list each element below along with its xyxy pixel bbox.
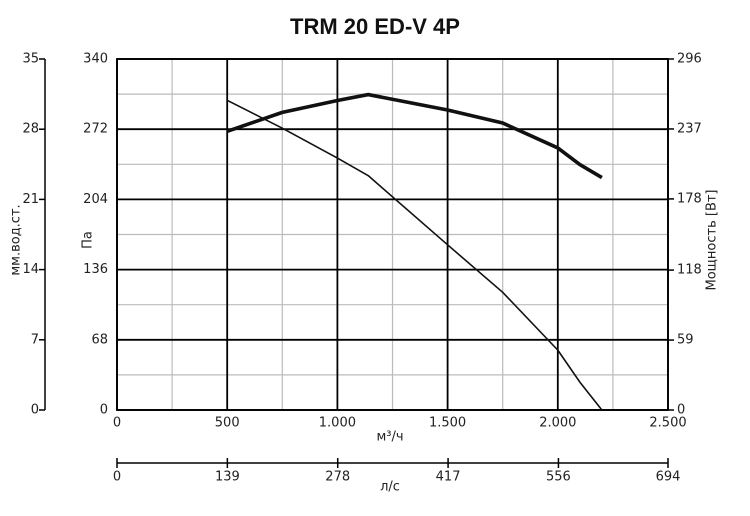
x-tick-label: 1.000 xyxy=(319,416,356,431)
plot-border xyxy=(116,58,669,411)
x-axis-label: м³/ч xyxy=(376,430,403,445)
y3-tick-label: 21 xyxy=(22,192,39,207)
x-tick-label: 500 xyxy=(215,416,240,431)
x2-tick-label: 0 xyxy=(113,470,121,485)
x2-axis-label: л/с xyxy=(380,480,400,495)
y-tick-label: 272 xyxy=(83,122,108,137)
y3-tick-label: 28 xyxy=(22,122,39,137)
y2-tick-label: 178 xyxy=(677,191,702,206)
y2-tick-label: 118 xyxy=(677,263,702,278)
y3-axis-label: мм.вод.ст. xyxy=(9,204,24,275)
x2-tick-label: 139 xyxy=(215,470,240,485)
y2-axis-label: Мощность [Вт] xyxy=(705,189,720,290)
y2-tick-label: 59 xyxy=(677,333,694,348)
y-axis-label: Па xyxy=(81,231,96,249)
data-line xyxy=(226,99,603,411)
y-tick-label: 68 xyxy=(91,332,108,347)
y2-tick-label: 0 xyxy=(677,403,685,418)
y3-tick-label: 35 xyxy=(22,52,39,67)
y-tick-label: 204 xyxy=(83,192,108,207)
x-tick-label: 1.500 xyxy=(429,416,466,431)
y2-tick-label: 237 xyxy=(677,121,702,136)
x2-tick-label: 694 xyxy=(656,470,681,485)
y-tick-label: 340 xyxy=(83,52,108,67)
x2-tick-label: 417 xyxy=(436,470,461,485)
x-tick-label: 0 xyxy=(113,416,121,431)
y3-tick-label: 7 xyxy=(31,332,39,347)
data-line xyxy=(226,92,603,180)
y3-tick-label: 14 xyxy=(22,262,39,277)
y2-tick-label: 296 xyxy=(677,52,702,67)
x2-tick-label: 556 xyxy=(546,470,571,485)
y3-tick-label: 0 xyxy=(31,403,39,418)
y-tick-label: 136 xyxy=(83,262,108,277)
x-tick-label: 2.500 xyxy=(649,416,686,431)
x-tick-label: 2.000 xyxy=(539,416,576,431)
y-tick-label: 0 xyxy=(100,403,108,418)
chart-title: TRM 20 ED-V 4P xyxy=(290,14,460,39)
x2-tick-label: 278 xyxy=(325,470,350,485)
